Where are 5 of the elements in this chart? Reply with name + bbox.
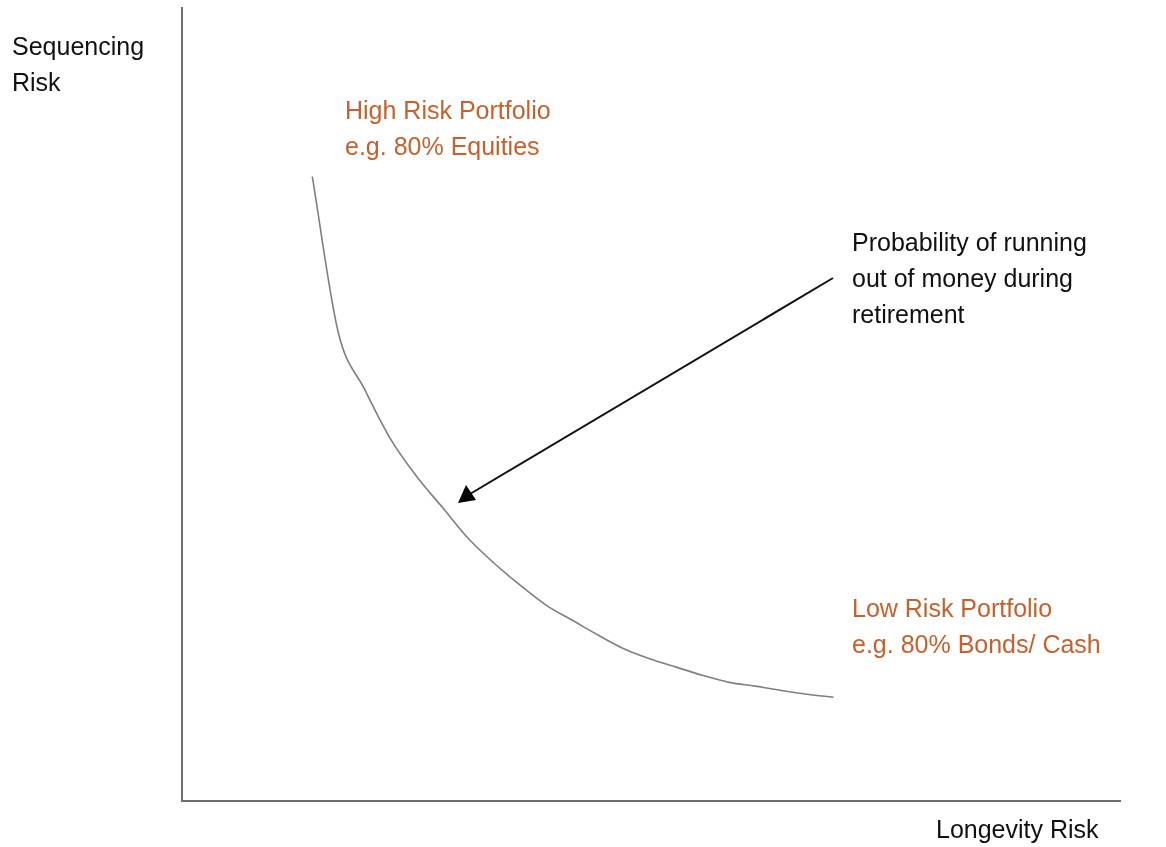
y-axis-title: Sequencing Risk bbox=[12, 31, 145, 98]
annotation: Low Risk Portfolio e.g. 80% Bonds/ Cash bbox=[852, 593, 1101, 660]
x-axis-title: Longevity Risk bbox=[936, 814, 1099, 845]
annotation: Probability of running out of money during retirement bbox=[852, 227, 1087, 330]
text: High Risk Portfolio e.g. 80% Equities bbox=[345, 95, 551, 162]
